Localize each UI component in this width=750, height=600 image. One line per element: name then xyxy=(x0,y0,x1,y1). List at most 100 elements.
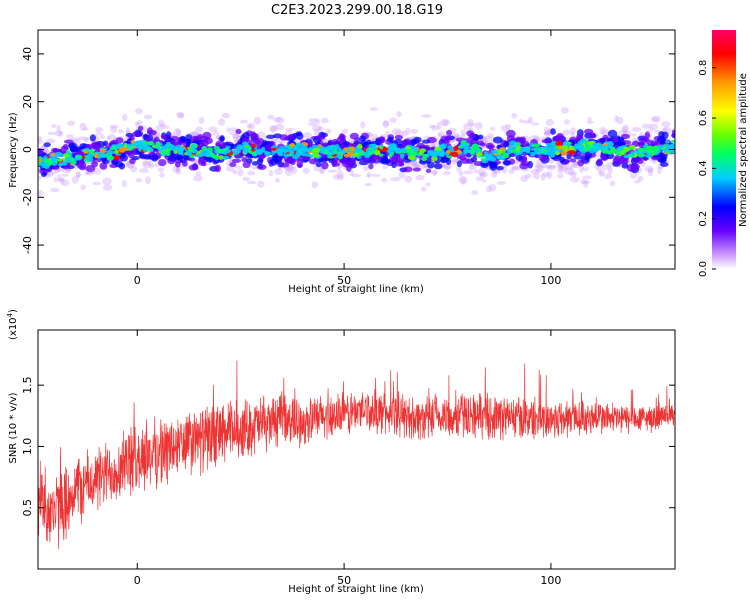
spectrogram-cell xyxy=(130,139,136,144)
spectrogram-cell xyxy=(425,168,432,173)
spectrogram-cell xyxy=(547,164,557,169)
spectrogram-cell xyxy=(338,157,349,164)
spectrogram-cell xyxy=(362,165,369,172)
spectrogram-cell xyxy=(401,130,408,137)
spectrogram-cell xyxy=(241,157,248,163)
spectrogram-cell xyxy=(143,114,153,120)
spectrogram-cell xyxy=(462,144,469,150)
spectrogram-cell xyxy=(543,126,549,133)
spectrogram-cell xyxy=(291,166,298,174)
spectrogram-cell xyxy=(560,107,569,114)
spectrogram-cell xyxy=(110,126,118,134)
spectrogram-cell xyxy=(489,126,496,131)
spectrogram-cell xyxy=(191,130,199,138)
spectrogram-cell xyxy=(351,173,362,178)
spectrogram-cell xyxy=(470,156,478,163)
spectrogram-cell xyxy=(508,168,515,175)
spectrogram-cell xyxy=(440,157,447,164)
spectrogram-cell xyxy=(382,146,387,153)
spectrogram-cell xyxy=(295,151,303,156)
spectrogram-cell xyxy=(577,159,585,167)
snr-scale-note-exp: 4 xyxy=(6,312,14,317)
snr-ylabel: SNR (10 * v/v) xyxy=(8,392,19,463)
spectrogram-cell xyxy=(177,112,185,119)
snr-panel: 0 50 100 0.5 1.0 1.5 Height of straight line … xyxy=(6,309,676,595)
spectrogram-cell xyxy=(142,160,151,166)
spectrogram-cell xyxy=(641,150,649,154)
spectrogram-cell xyxy=(598,169,606,177)
spectrogram-cell xyxy=(645,139,654,145)
spectrogram-cell xyxy=(647,129,653,133)
spectrogram-cell xyxy=(545,142,552,147)
spectrogram-cell xyxy=(56,174,62,182)
spectrogram-cell xyxy=(460,140,467,145)
spectrogram-cell xyxy=(175,167,182,175)
spectrogram-cell xyxy=(330,149,336,156)
spectrogram-cell xyxy=(134,140,142,147)
spectrogram-cell xyxy=(534,153,540,159)
spectrogram-cell xyxy=(85,164,96,173)
spectrogram-cell xyxy=(394,147,400,153)
spectrogram-cell xyxy=(440,118,451,126)
spectrogram-cell xyxy=(368,163,374,170)
spectrogram-cell xyxy=(453,145,459,152)
spectrogram-cell xyxy=(134,108,143,115)
spectrogram-cell xyxy=(616,116,624,125)
spectrogram-cell xyxy=(237,168,244,177)
spectrogram-cell xyxy=(109,147,114,151)
spectrogram-cell xyxy=(137,125,144,132)
spectrogram-cell xyxy=(627,154,633,158)
spectrogram-cell xyxy=(550,128,556,135)
spectrogram-cell xyxy=(564,167,575,175)
spectrogram-cell xyxy=(661,121,671,128)
spectrogram-cell xyxy=(560,151,568,156)
spectrogram-cell xyxy=(422,153,429,158)
spectrogram-cell xyxy=(570,172,577,178)
spectrogram-cell xyxy=(511,165,520,171)
snr-ytick-label: 0.5 xyxy=(21,499,34,517)
spectrogram-cell xyxy=(50,155,57,162)
spectrogram-cell xyxy=(503,160,512,166)
spectrogram-cell xyxy=(551,140,556,147)
spectrogram-cell xyxy=(500,125,509,132)
spectrogram-cell xyxy=(657,166,663,174)
spectrogram-cell xyxy=(275,116,285,124)
spectrogram-cell xyxy=(191,148,198,154)
spectrogram-cell xyxy=(60,177,65,184)
spectrogram-cell xyxy=(530,122,540,126)
spectrogram-cell xyxy=(86,156,94,162)
spectrogram-cell xyxy=(229,131,238,136)
spectrogram-cell xyxy=(382,120,390,127)
spectrogram-cell xyxy=(614,115,619,122)
spectrogram-cell xyxy=(582,166,589,172)
spectrogram-cell xyxy=(593,147,600,153)
spectrogram-cell xyxy=(175,128,182,136)
spectrogram-cell xyxy=(557,173,564,179)
spectrogram-cell xyxy=(204,149,210,153)
spectrogram-cell xyxy=(214,164,222,173)
spectrogram-cell xyxy=(381,157,390,163)
spectrogram-cell xyxy=(366,171,372,178)
spectrogram-cell xyxy=(412,160,418,167)
spectrogram-cell xyxy=(387,136,394,143)
spectrogram-cell xyxy=(487,133,494,138)
spectrogram-cell xyxy=(382,120,389,129)
spectrogram-cell xyxy=(267,114,275,120)
spectrogram-cell xyxy=(71,137,80,142)
spectrogram-cell xyxy=(409,160,418,165)
spectrogram-cell xyxy=(132,131,142,138)
spectrogram-cell xyxy=(38,136,43,142)
spectrogram-cell xyxy=(540,173,546,181)
spectrogram-cell xyxy=(114,145,119,151)
spectrogram-cell xyxy=(645,153,653,158)
spectrogram-cell xyxy=(62,143,69,150)
spectrogram-cell xyxy=(502,152,510,159)
spectrogram-cell xyxy=(618,156,626,164)
spectrogram-cell xyxy=(38,175,43,180)
spectrogram-cell xyxy=(197,145,203,151)
spectrogram-cell xyxy=(531,143,540,148)
spectrogram-cell xyxy=(430,125,439,131)
spectrogram-cell xyxy=(287,164,295,170)
spectrogram-cell xyxy=(220,150,229,155)
spectrogram-cell xyxy=(102,140,109,147)
